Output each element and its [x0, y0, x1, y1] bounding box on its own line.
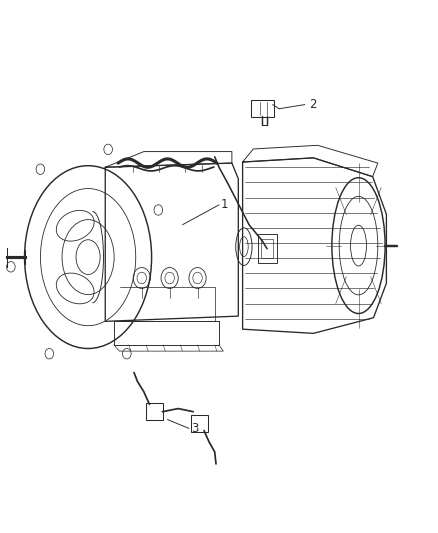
- Text: 2: 2: [309, 98, 317, 111]
- Text: 3: 3: [191, 422, 198, 435]
- Text: 1: 1: [221, 198, 229, 212]
